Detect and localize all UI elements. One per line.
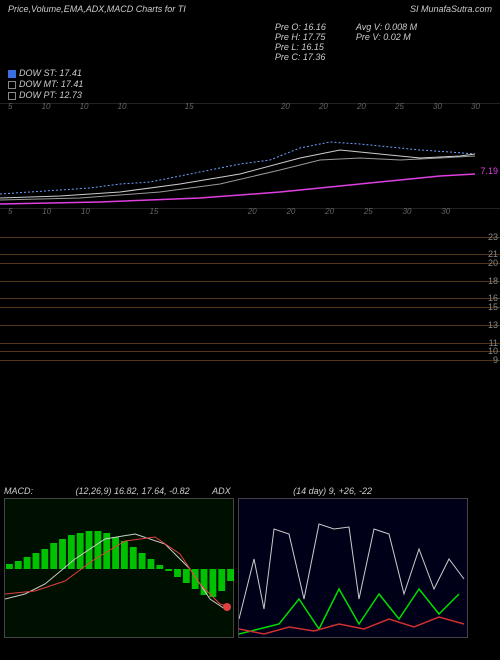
indicators-row: MACD: (12,26,9) 16.82, 17.64, -0.82 ADX … bbox=[0, 482, 500, 642]
stats-right: Avg V: 0.008 MPre V: 0.02 M bbox=[356, 22, 417, 62]
macd-subtitle: (12,26,9) 16.82, 17.64, -0.82 bbox=[76, 486, 190, 496]
title-right: SI MunafaSutra.com bbox=[410, 4, 492, 14]
macd-title: MACD: bbox=[4, 486, 33, 496]
stats-left: Pre O: 16.16Pre H: 17.75Pre L: 16.15Pre … bbox=[275, 22, 326, 62]
stat-item: Pre O: 16.16 bbox=[275, 22, 326, 32]
legend-item: DOW ST: 17.41 bbox=[8, 68, 492, 78]
macd-box bbox=[4, 498, 234, 638]
stats-block: Pre O: 16.16Pre H: 17.75Pre L: 16.15Pre … bbox=[0, 18, 500, 66]
adx-subtitle: (14 day) 9, +26, -22 bbox=[293, 486, 372, 496]
macd-wrap: MACD: (12,26,9) 16.82, 17.64, -0.82 ADX … bbox=[4, 486, 468, 638]
stat-item: Pre C: 17.36 bbox=[275, 52, 326, 62]
stat-item: Pre V: 0.02 M bbox=[356, 32, 417, 42]
adx-title: ADX bbox=[212, 486, 231, 496]
spacer bbox=[0, 378, 500, 468]
stat-item: Pre H: 17.75 bbox=[275, 32, 326, 42]
legend-item: DOW PT: 12.73 bbox=[8, 90, 492, 100]
title-left: Price,Volume,EMA,ADX,MACD Charts for TI bbox=[8, 4, 186, 14]
line-chart: 5101010152020202530307.19 bbox=[0, 103, 500, 208]
stat-item: Avg V: 0.008 M bbox=[356, 22, 417, 32]
legend-item: DOW MT: 17.41 bbox=[8, 79, 492, 89]
stat-item: Pre L: 16.15 bbox=[275, 42, 326, 52]
legend: DOW ST: 17.41DOW MT: 17.41DOW PT: 12.73 bbox=[0, 66, 500, 103]
candle-chart: 51010152020202530302321201816151311109 bbox=[0, 208, 500, 378]
header: Price,Volume,EMA,ADX,MACD Charts for TI … bbox=[0, 0, 500, 18]
adx-box bbox=[238, 498, 468, 638]
